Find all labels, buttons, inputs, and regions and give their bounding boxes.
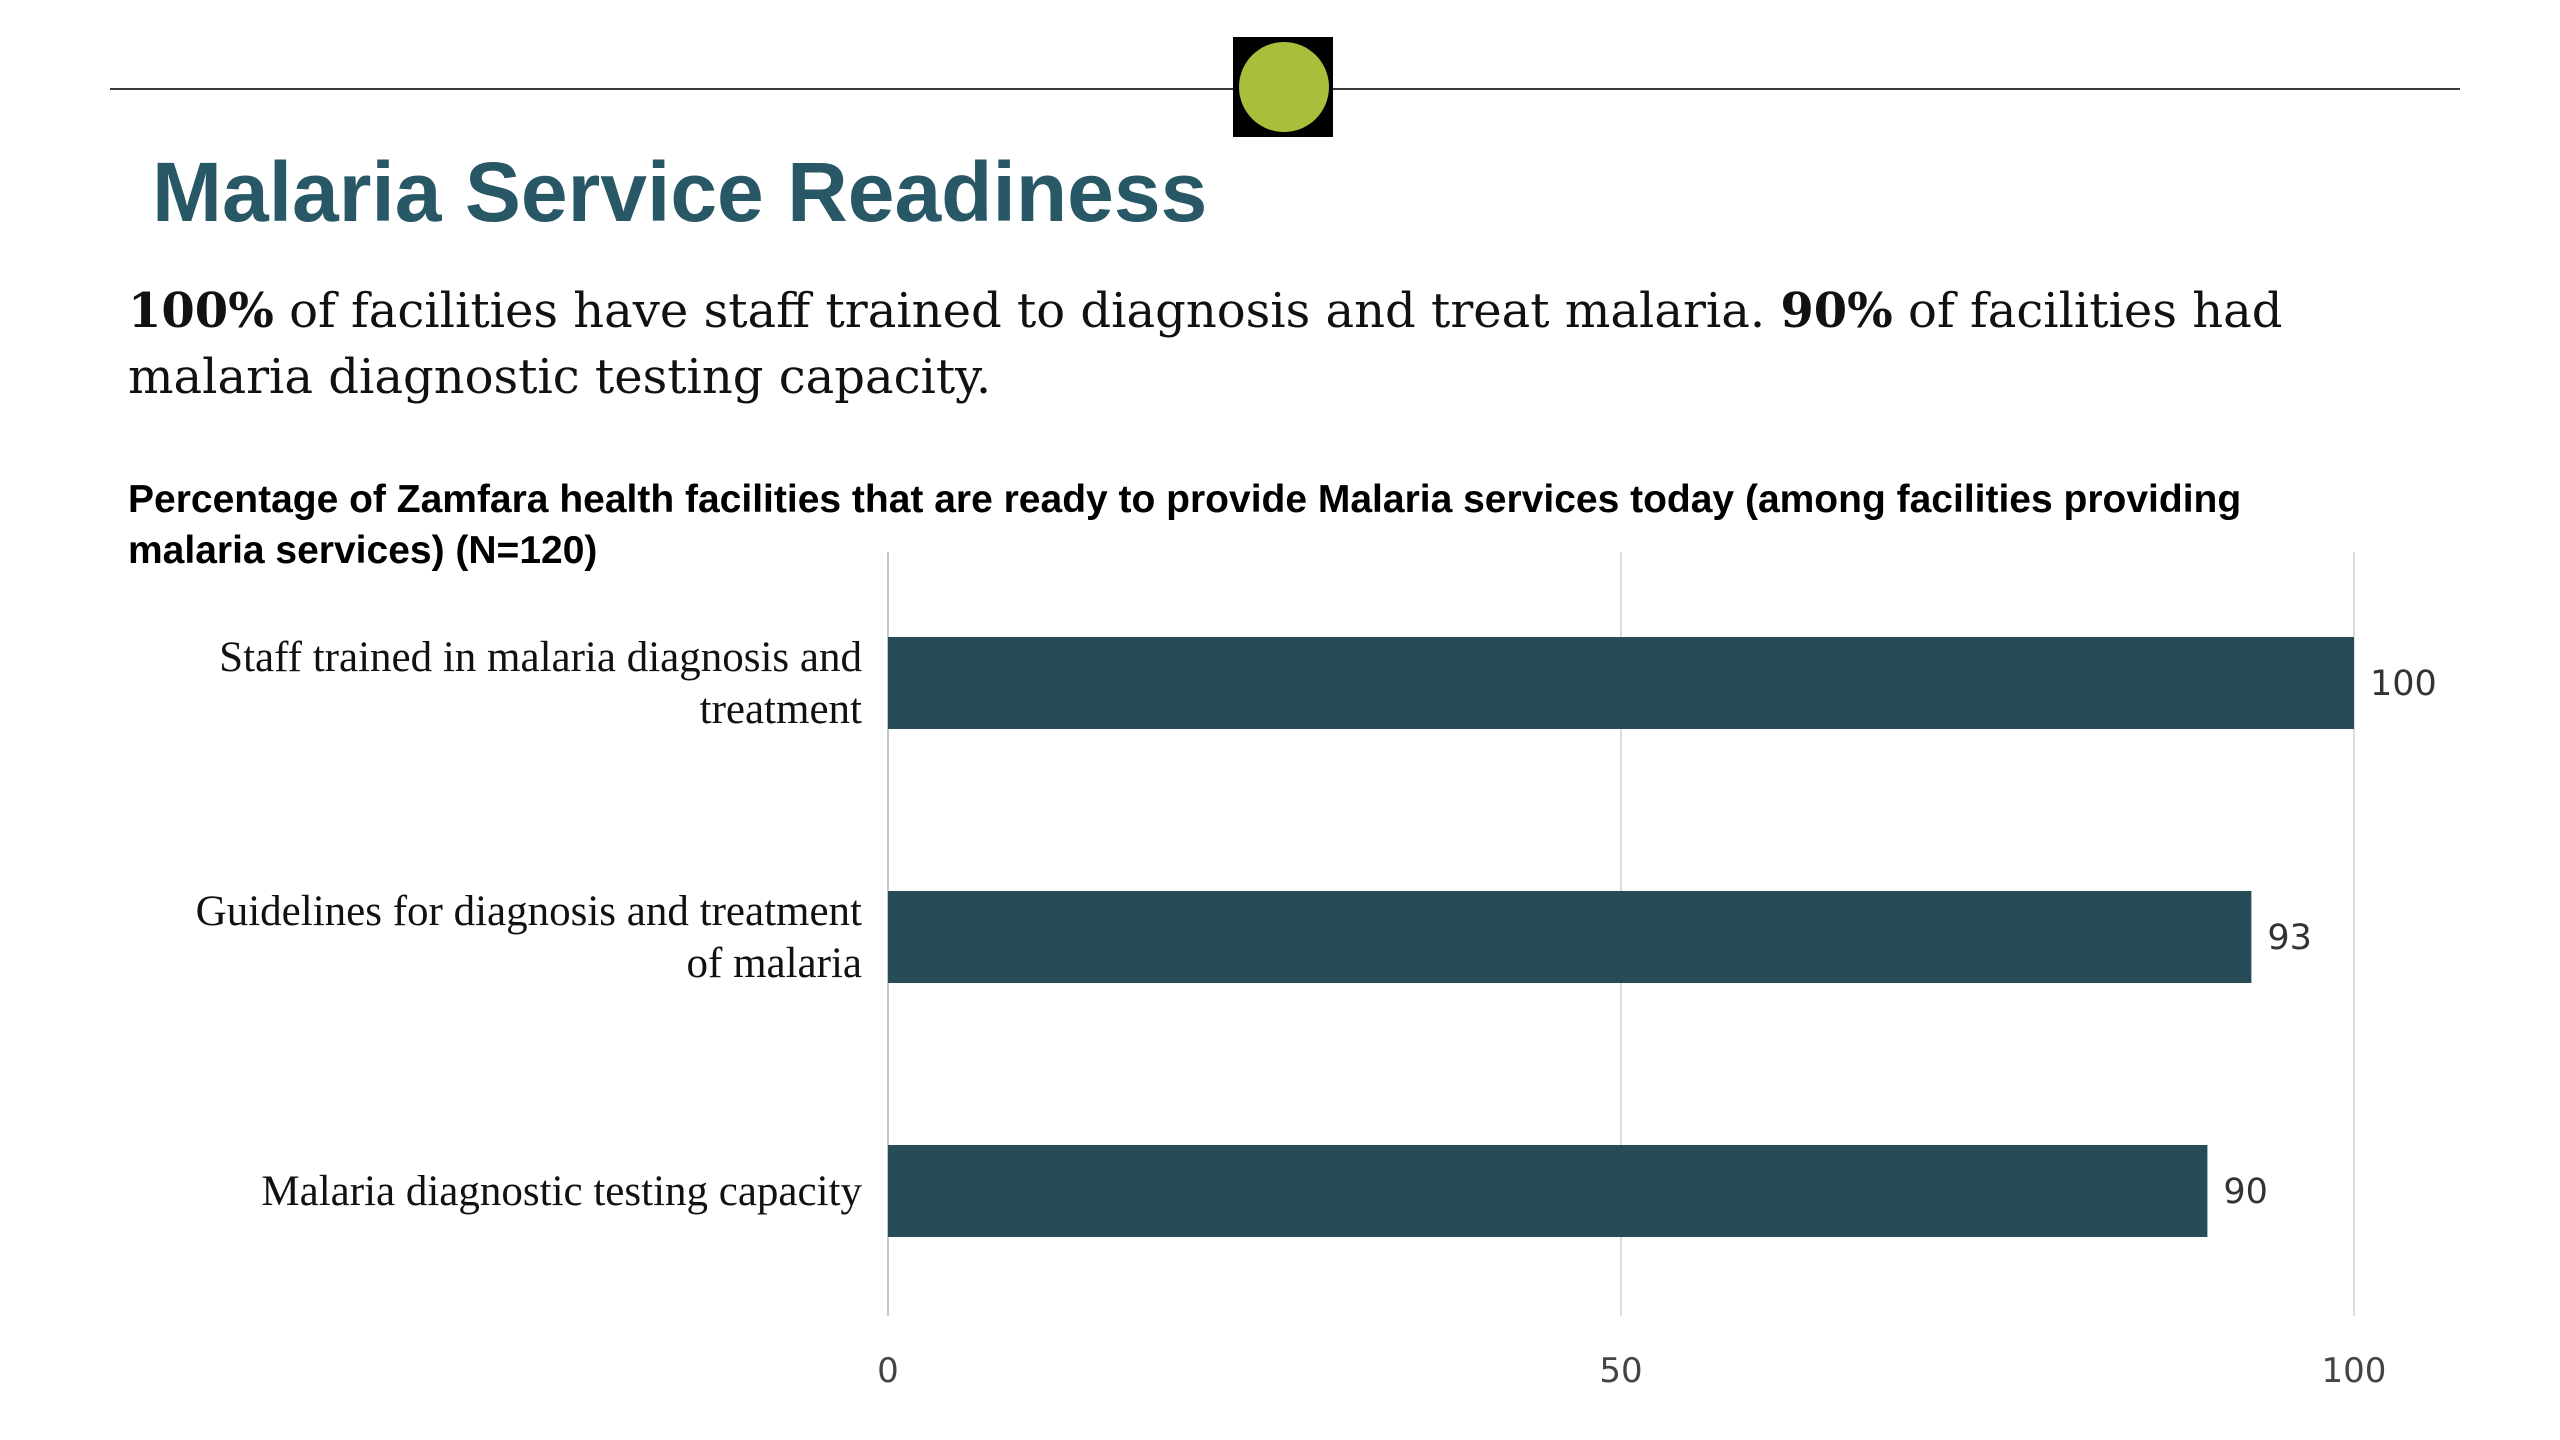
slide-title: Malaria Service Readiness: [152, 145, 1208, 239]
summary-text: 100% of facilities have staff trained to…: [128, 278, 2388, 410]
category-label-line: Malaria diagnostic testing capacity: [261, 1168, 862, 1215]
data-label: 90: [2223, 1172, 2268, 1212]
bar: [888, 637, 2354, 729]
category-label: Staff trained in malaria diagnosis and tr…: [219, 634, 862, 733]
chart-labels: 0 50 100 100 Staff trained in malaria diagno…: [196, 634, 2437, 1391]
category-label-line: Staff trained in malaria diagnosis and: [219, 634, 862, 681]
bar: [888, 891, 2252, 983]
category-label-line: of malaria: [687, 940, 863, 987]
summary-highlight: 90%: [1780, 283, 1893, 339]
slide-badge: [1233, 37, 1333, 137]
bar: [888, 1145, 2208, 1237]
green-circle-icon: [1239, 42, 1329, 132]
chart-title: Percentage of Zamfara health facilities …: [128, 478, 2242, 572]
chart-bars: [888, 637, 2354, 1237]
summary-segment: of facilities have staff trained to diag…: [273, 283, 1781, 339]
summary-highlight: 100%: [128, 283, 274, 339]
data-label: 100: [2370, 664, 2437, 704]
category-label: Malaria diagnostic testing capacity: [261, 1168, 862, 1215]
x-tick-label: 0: [877, 1351, 899, 1391]
summary-segment: of facilities had malaria diagnostic tes…: [128, 283, 2283, 405]
category-label: Guidelines for diagnosis and treatment of…: [196, 888, 862, 987]
x-tick-label: 100: [2322, 1351, 2387, 1391]
category-label-line: Guidelines for diagnosis and treatment: [196, 888, 862, 935]
x-tick-label: 50: [1599, 1351, 1642, 1391]
data-label: 93: [2267, 918, 2312, 958]
category-label-line: treatment: [700, 686, 862, 733]
